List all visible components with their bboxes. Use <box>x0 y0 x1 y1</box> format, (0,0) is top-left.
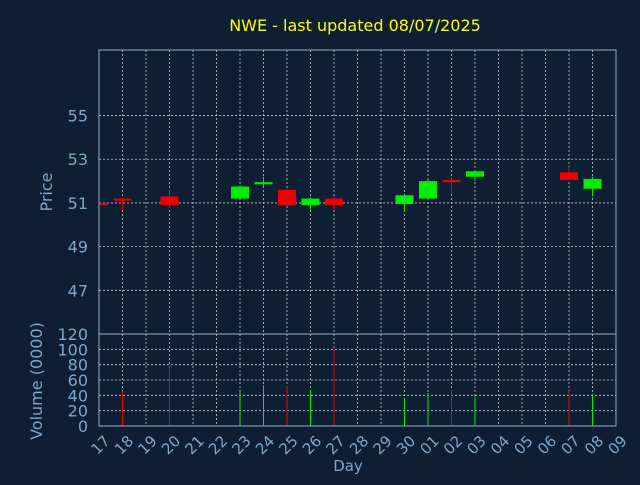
price-tick-label: 55 <box>68 107 88 126</box>
candle-body <box>278 189 296 206</box>
candle-body <box>583 178 602 189</box>
x-tick-label: 25 <box>276 432 302 458</box>
x-tick-label: 28 <box>346 432 372 458</box>
x-tick-label: 06 <box>534 432 560 458</box>
x-tick-label: 03 <box>464 432 490 458</box>
volume-axis-label: Volume (0000) <box>27 322 46 440</box>
x-tick-label: 07 <box>558 432 584 458</box>
volume-panel-frame <box>98 333 617 427</box>
candle <box>301 197 320 210</box>
x-tick-label: 30 <box>393 432 419 458</box>
candle <box>419 179 437 200</box>
candle <box>466 170 484 182</box>
candle <box>560 166 578 180</box>
x-tick-label: 19 <box>135 432 161 458</box>
candle-body <box>560 172 578 180</box>
chart-title: NWE - last updated 08/07/2025 <box>229 16 481 35</box>
candle <box>98 202 108 206</box>
candles <box>98 166 602 212</box>
x-tick-labels: 1718192021222324252627282930010203040506… <box>88 432 631 458</box>
price-tick-label: 53 <box>68 150 88 169</box>
volume-tick-label: 60 <box>68 371 88 390</box>
x-tick-label: 17 <box>88 432 114 458</box>
candle <box>231 185 249 199</box>
volume-tick-label: 40 <box>68 386 88 405</box>
candle-body <box>301 198 320 206</box>
x-tick-label: 24 <box>252 432 278 458</box>
x-tick-label: 27 <box>323 432 349 458</box>
volume-tick-label: 0 <box>78 417 88 436</box>
candle <box>278 188 296 207</box>
price-tick-labels: 47 49 51 53 55 <box>68 107 88 301</box>
candle-body <box>160 196 179 206</box>
candle <box>160 189 179 209</box>
x-tick-label: 23 <box>229 432 255 458</box>
x-tick-label: 08 <box>581 432 607 458</box>
candle-body <box>395 195 414 205</box>
x-axis-label: Day <box>333 457 363 475</box>
price-tick-label: 49 <box>68 238 88 257</box>
candle-body <box>419 181 437 199</box>
volume-tick-label: 80 <box>68 356 88 375</box>
x-tick-label: 26 <box>299 432 325 458</box>
candle <box>442 178 461 195</box>
candle <box>325 196 343 210</box>
x-tick-label: 22 <box>205 432 231 458</box>
x-tick-label: 20 <box>158 432 184 458</box>
candle <box>254 176 273 188</box>
candle-body <box>113 198 132 201</box>
candle-body <box>466 171 484 177</box>
x-tick-label: 09 <box>605 432 631 458</box>
x-tick-label: 05 <box>511 432 537 458</box>
candle-body <box>442 179 461 183</box>
candle-body <box>254 182 273 185</box>
candle-body <box>99 202 108 206</box>
candle <box>395 195 414 212</box>
volume-tick-label: 20 <box>68 402 88 421</box>
volume-bars <box>122 349 593 426</box>
x-tick-label: 18 <box>111 432 137 458</box>
price-grid <box>99 50 616 334</box>
candle <box>113 197 132 210</box>
price-tick-label: 51 <box>68 194 88 213</box>
candle-body <box>325 198 343 206</box>
x-tick-label: 02 <box>440 432 466 458</box>
x-tick-label: 04 <box>487 432 513 458</box>
price-axis-label: Price <box>37 172 56 211</box>
volume-tick-label: 120 <box>57 325 88 344</box>
candle <box>583 176 602 197</box>
x-tick-label: 29 <box>370 432 396 458</box>
price-tick-label: 47 <box>68 281 88 300</box>
x-tick-label: 01 <box>417 432 443 458</box>
x-tick-label: 21 <box>182 432 208 458</box>
candle-body <box>231 186 249 199</box>
volume-tick-label: 100 <box>57 340 88 359</box>
volume-grid <box>99 334 616 426</box>
